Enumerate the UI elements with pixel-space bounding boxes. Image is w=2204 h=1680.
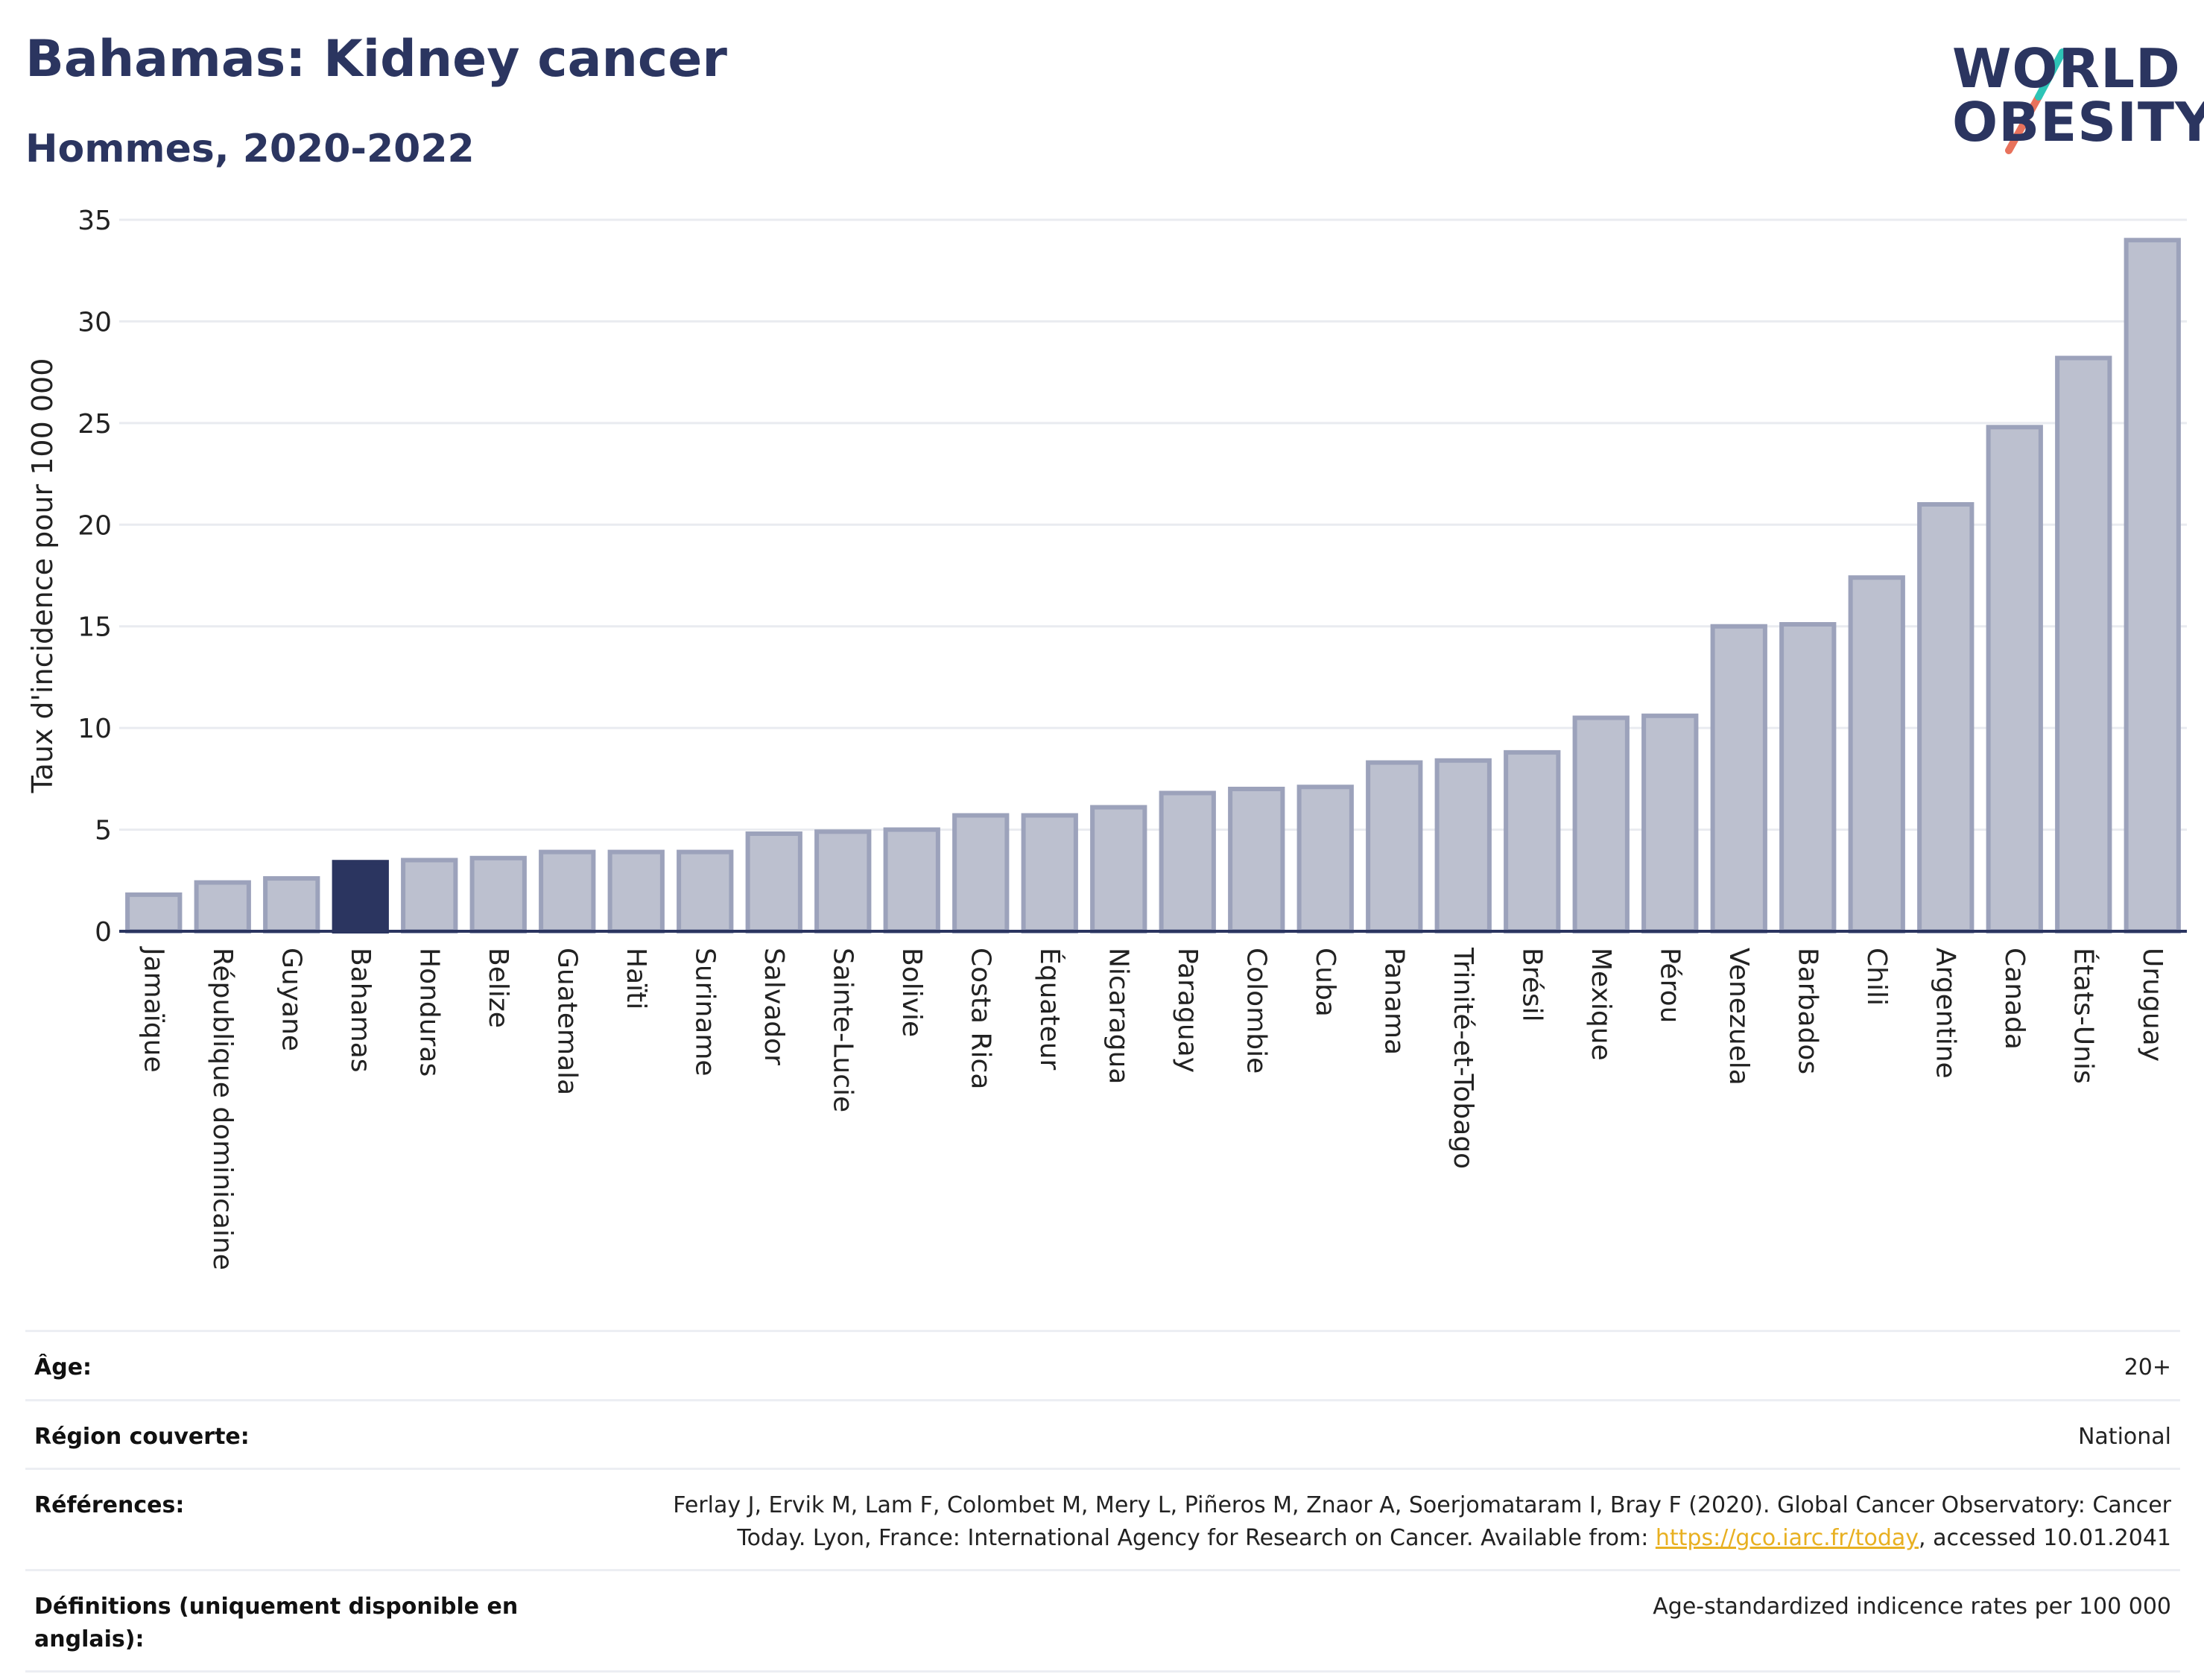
bar-3[interactable] [332,860,389,934]
bar-28[interactable] [2055,355,2112,934]
y-tick-label: 15 [77,612,112,643]
x-tick-label: Honduras [414,948,444,1077]
x-tick-label: Paraguay [1172,948,1203,1073]
bar-20[interactable] [1504,749,1561,934]
x-tick-label: Brésil [1516,948,1547,1022]
bar-25[interactable] [1848,575,1905,933]
bar-11[interactable] [883,827,940,933]
bar-16[interactable] [1228,787,1285,933]
region-label: Région couverte: [34,1423,250,1450]
x-tick-label: République dominicaine [207,948,238,1270]
bar-1[interactable] [194,880,251,933]
definitions-label: Définitions (uniquement disponible en an… [34,1594,519,1652]
bar-7[interactable] [607,849,665,933]
bar-9[interactable] [745,831,802,933]
info-row-region: Région couverte: National [25,1398,2180,1468]
info-row-age: Âge: 20+ [25,1330,2180,1399]
x-tick-label: Équateur [1034,948,1065,1071]
x-tick-label: Barbados [1792,948,1823,1074]
y-tick-label: 35 [77,206,112,236]
bar-13[interactable] [1021,813,1078,933]
logo-slash-icon [2005,48,2066,154]
bar-chart: 0 5 10 15 20 25 30 35 Taux d'incidence pour 100 … [26,206,2187,1270]
bar-17[interactable] [1296,784,1354,933]
x-tick-label: Mexique [1586,948,1616,1061]
bar-0[interactable] [125,892,183,934]
x-tick-label: Bahamas [345,948,376,1073]
y-tick-label: 10 [77,714,112,744]
chart-subtitle: Hommes, 2020-2022 [25,127,475,171]
definitions-value: Age-standardized indicence rates per 100… [1653,1594,2171,1620]
bar-8[interactable] [677,849,734,933]
logo-text-obesity: OBESITY [1952,91,2204,153]
world-obesity-logo: WORLD OBESITY [1937,22,2204,156]
bar-22[interactable] [1641,713,1699,933]
references-link[interactable]: https://gco.iarc.fr/today [1655,1524,1919,1551]
x-tick-label: Haïti [621,948,651,1009]
bar-15[interactable] [1159,790,1216,934]
bar-4[interactable] [401,858,458,933]
x-tick-label: Guyane [276,948,306,1051]
bar-29[interactable] [2124,238,2181,934]
x-tick-label: Jamaïque [138,946,168,1073]
bar-10[interactable] [814,829,872,933]
info-row-references: Références: Ferlay J, Ervik M, Lam F, Co… [25,1468,2180,1569]
bar-23[interactable] [1710,624,1767,933]
age-label: Âge: [34,1354,92,1381]
tick-labels: 0 5 10 15 20 25 30 35 Taux d'incidence pour 100 … [26,206,2167,1270]
references-label: Références: [34,1492,185,1518]
x-tick-label: Trinité-et-Tobago [1448,947,1478,1169]
x-tick-label: Uruguay [2137,948,2167,1062]
references-value: Ferlay J, Ervik M, Lam F, Colombet M, Me… [607,1489,2171,1554]
x-tick-label: Costa Rica [965,948,995,1089]
x-tick-label: Chili [1861,948,1892,1006]
bar-6[interactable] [539,849,596,933]
x-tick-label: Nicaragua [1103,948,1133,1084]
age-value: 20+ [2124,1354,2171,1381]
bar-14[interactable] [1090,805,1147,933]
x-tick-label: Suriname [689,948,720,1077]
bar-12[interactable] [952,813,1010,933]
y-tick-label: 5 [95,816,112,846]
x-tick-label: Belize [483,948,513,1028]
info-row-definitions: Définitions (uniquement disponible en an… [25,1569,2180,1673]
x-tick-label: Sainte-Lucie [827,948,858,1112]
y-tick-label: 30 [77,307,112,337]
references-text: Ferlay J, Ervik M, Lam F, Colombet M, Me… [673,1492,2171,1551]
info-table: Âge: 20+ Région couverte: National Référ… [25,1330,2180,1673]
bar-26[interactable] [1917,502,1975,933]
bars [125,238,2181,934]
bar-5[interactable] [469,855,527,933]
x-tick-label: Guatemala [551,948,582,1095]
x-tick-label: Cuba [1310,948,1340,1017]
bar-18[interactable] [1366,760,1423,933]
x-tick-label: Bolivie [896,948,927,1037]
bar-21[interactable] [1572,715,1630,933]
chart-title: Bahamas: Kidney cancer [25,30,727,89]
x-tick-label: États-Unis [2068,948,2099,1084]
bar-27[interactable] [1986,425,2043,934]
y-tick-label: 20 [77,510,112,541]
x-tick-label: Salvador [759,948,789,1065]
bar-19[interactable] [1434,758,1492,933]
x-tick-label: Venezuela [1723,948,1754,1085]
y-tick-label: 25 [77,409,112,440]
x-tick-label: Pérou [1654,948,1685,1023]
y-axis-label: Taux d'incidence pour 100 000 [26,358,59,794]
region-value: National [2077,1423,2171,1450]
x-tick-label: Canada [1999,948,2030,1050]
logo-text-world: WORLD [1952,37,2181,100]
bar-2[interactable] [263,876,320,933]
y-tick-label: 0 [95,917,112,948]
references-accessed: , accessed 10.01.2041 [1919,1524,2171,1551]
x-tick-label: Colombie [1241,948,1271,1074]
bar-24[interactable] [1779,621,1837,933]
x-tick-label: Argentine [1930,948,1960,1079]
x-tick-label: Panama [1378,948,1409,1055]
